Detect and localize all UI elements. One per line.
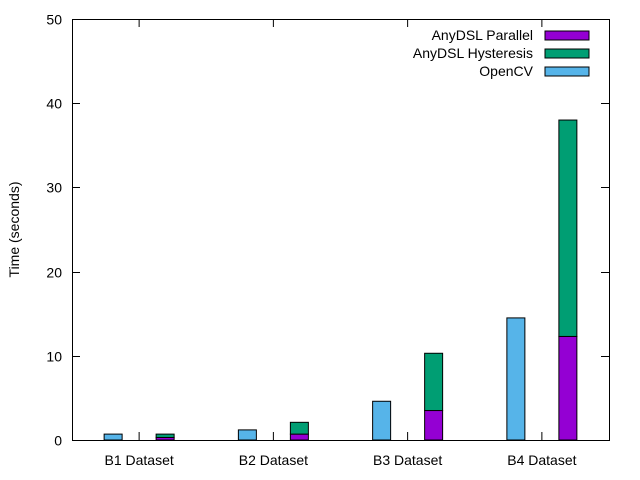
y-tick-label: 30 <box>46 180 62 196</box>
y-tick-label: 20 <box>46 265 62 281</box>
y-axis: 0 10 20 30 40 50 <box>46 12 609 449</box>
legend-label: OpenCV <box>479 63 533 79</box>
y-axis-label: Time (seconds) <box>6 182 22 278</box>
bar-opencv <box>506 317 526 441</box>
legend-item: AnyDSL Parallel <box>432 27 590 43</box>
legend-item: OpenCV <box>479 63 590 79</box>
legend-swatch <box>544 30 590 41</box>
legend-label: AnyDSL Parallel <box>432 27 533 43</box>
bars <box>103 119 578 441</box>
y-tick-label: 40 <box>46 96 62 112</box>
bar-anydsl-parallel <box>289 433 309 441</box>
legend-swatch <box>544 48 590 59</box>
legend: AnyDSL Parallel AnyDSL Hysteresis OpenCV <box>413 27 590 79</box>
x-tick-label: B3 Dataset <box>373 452 442 468</box>
bar-anydsl-parallel <box>558 335 578 441</box>
legend-label: AnyDSL Hysteresis <box>413 45 533 61</box>
y-tick-label: 0 <box>54 433 62 449</box>
x-tick-label: B2 Dataset <box>239 452 308 468</box>
bar-opencv <box>103 433 123 441</box>
bar-opencv <box>372 400 392 441</box>
x-tick-label: B1 Dataset <box>104 452 173 468</box>
y-tick-label: 50 <box>46 12 62 28</box>
x-axis: B1 Dataset B2 Dataset B3 Dataset B4 Dataset <box>104 19 577 468</box>
bar-anydsl-hysteresis <box>289 421 309 435</box>
legend-item: AnyDSL Hysteresis <box>413 45 590 61</box>
bar-anydsl-hysteresis <box>558 119 578 337</box>
bar-anydsl-hysteresis <box>424 352 444 412</box>
y-tick-label: 10 <box>46 349 62 365</box>
x-tick-label: B4 Dataset <box>507 452 576 468</box>
bar-opencv <box>237 429 257 441</box>
bar-anydsl-hysteresis <box>155 433 175 438</box>
bar-anydsl-parallel <box>424 410 444 441</box>
plot-frame <box>72 19 610 441</box>
legend-swatch <box>544 66 590 77</box>
